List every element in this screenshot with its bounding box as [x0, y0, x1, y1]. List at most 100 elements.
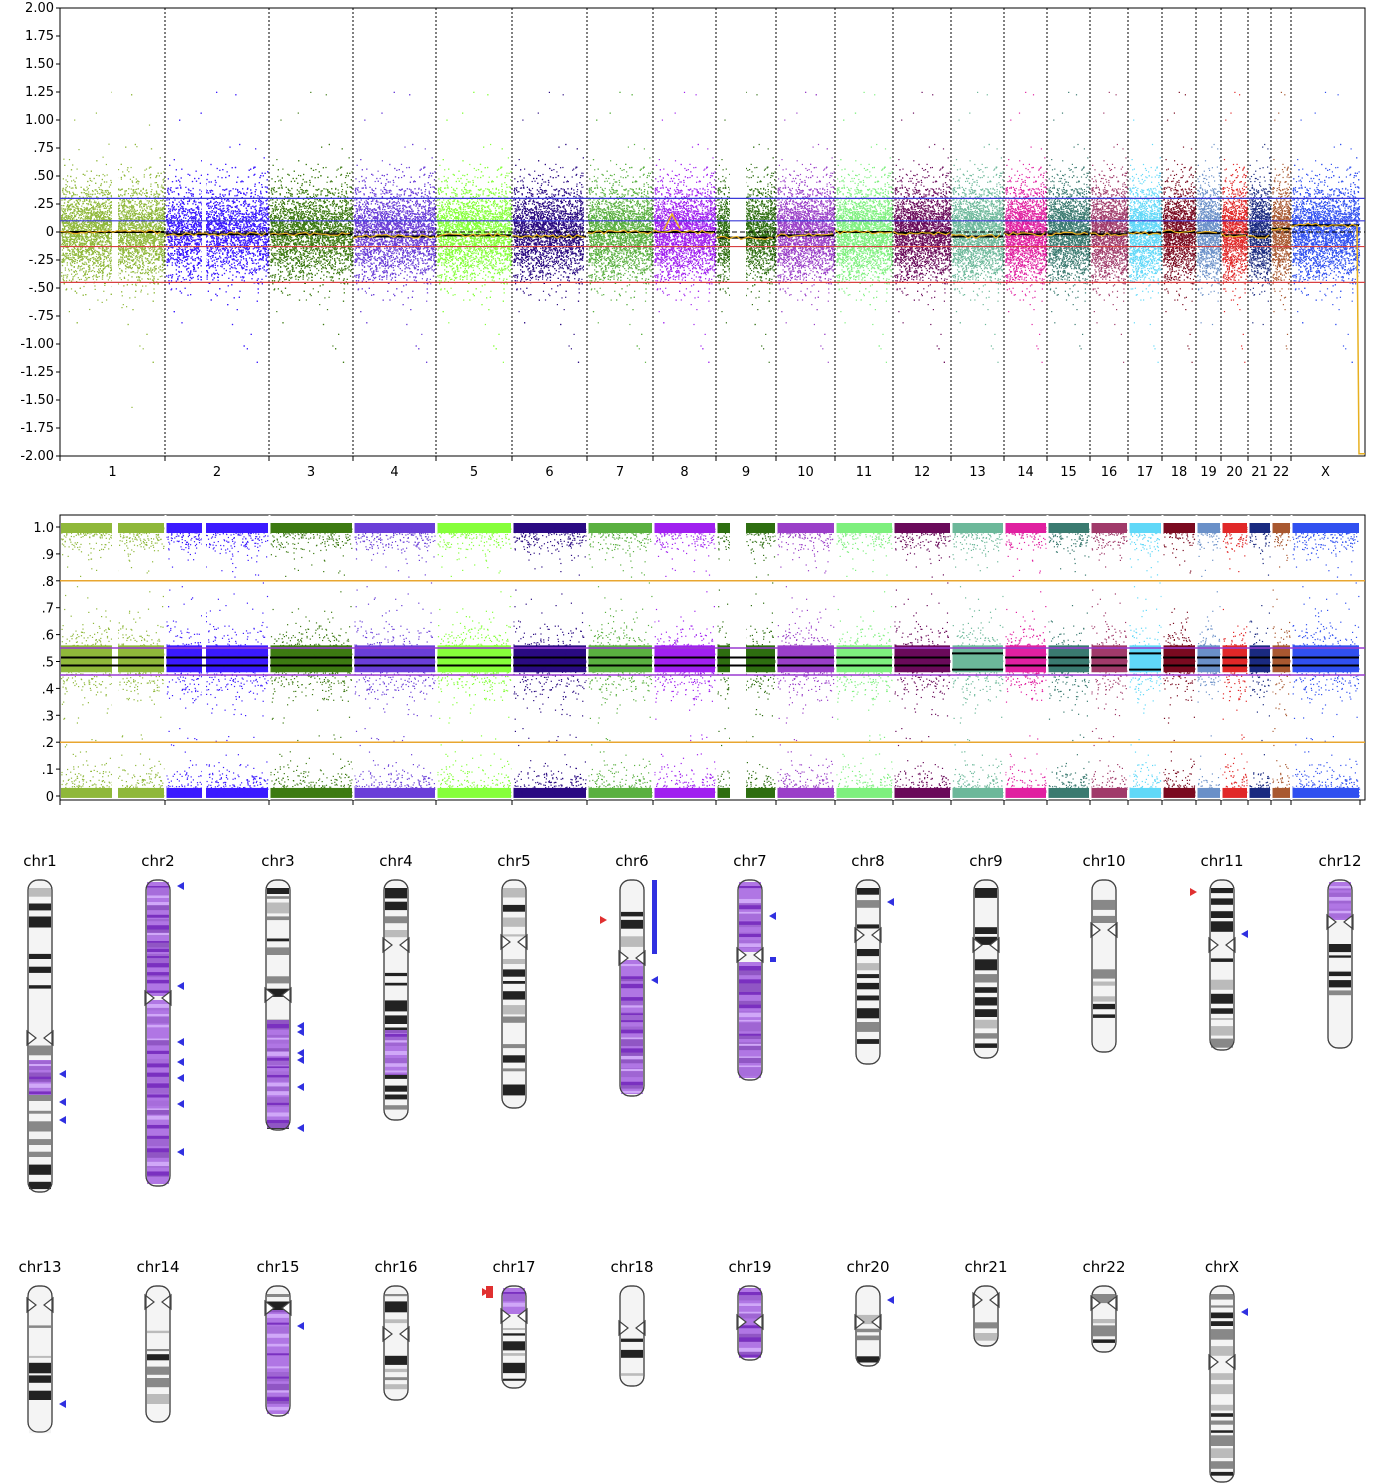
data-point: [77, 194, 78, 195]
data-point: [121, 279, 122, 280]
data-point: [136, 285, 137, 286]
data-point: [89, 196, 90, 197]
data-point: [121, 205, 122, 206]
data-point: [122, 213, 123, 214]
data-point: [109, 258, 110, 259]
data-point: [147, 200, 148, 201]
data-point: [61, 272, 62, 273]
data-point: [164, 203, 165, 204]
data-point: [163, 182, 164, 183]
data-point: [123, 216, 124, 217]
data-point: [98, 225, 99, 226]
data-point: [120, 262, 121, 263]
data-point: [95, 289, 96, 290]
data-point: [104, 219, 105, 220]
data-point: [128, 240, 129, 241]
data-point: [105, 194, 106, 195]
data-point: [150, 278, 151, 279]
data-point: [68, 237, 69, 238]
data-point: [67, 175, 68, 176]
data-point: [68, 269, 69, 270]
data-point: [71, 195, 72, 196]
data-point: [160, 218, 161, 219]
data-point: [138, 260, 139, 261]
data-point: [144, 209, 145, 210]
data-point: [121, 307, 122, 308]
data-point: [109, 210, 110, 211]
data-point: [72, 192, 73, 193]
data-point: [102, 302, 103, 303]
data-point: [79, 270, 80, 271]
data-point: [68, 200, 69, 201]
data-point: [129, 217, 130, 218]
data-point: [147, 294, 148, 295]
data-point: [161, 190, 162, 191]
data-point: [149, 125, 150, 126]
data-point: [131, 239, 132, 240]
data-point: [108, 192, 109, 193]
data-point: [131, 407, 132, 408]
data-point: [75, 261, 76, 262]
data-point: [147, 266, 148, 267]
data-point: [80, 269, 81, 270]
data-point: [143, 267, 144, 268]
data-point: [94, 271, 95, 272]
data-point: [122, 207, 123, 208]
data-point: [85, 221, 86, 222]
data-point: [158, 194, 159, 195]
data-point: [132, 267, 133, 268]
data-point: [90, 245, 91, 246]
data-point: [96, 274, 97, 275]
data-point: [130, 179, 131, 180]
data-point: [156, 182, 157, 183]
data-point: [137, 272, 138, 273]
data-point: [151, 249, 152, 250]
data-point: [89, 185, 90, 186]
data-point: [86, 171, 87, 172]
data-point: [85, 251, 86, 252]
data-point: [122, 195, 123, 196]
data-point: [89, 254, 90, 255]
data-point: [154, 267, 155, 268]
data-point: [65, 196, 66, 197]
data-point: [109, 186, 110, 187]
data-point: [136, 189, 137, 190]
data-point: [159, 252, 160, 253]
data-point: [160, 240, 161, 241]
data-point: [98, 237, 99, 238]
data-point: [63, 159, 64, 160]
data-point: [144, 193, 145, 194]
data-point: [142, 286, 143, 287]
data-point: [95, 206, 96, 207]
data-point: [136, 179, 137, 180]
data-point: [87, 189, 88, 190]
data-point: [89, 277, 90, 278]
data-point: [144, 174, 145, 175]
data-point: [127, 226, 128, 227]
data-point: [148, 203, 149, 204]
data-point: [157, 185, 158, 186]
data-point: [137, 270, 138, 271]
data-point: [135, 189, 136, 190]
data-point: [130, 213, 131, 214]
data-point: [126, 306, 127, 307]
data-point: [90, 208, 91, 209]
data-point: [128, 193, 129, 194]
data-point: [120, 259, 121, 260]
data-point: [150, 212, 151, 213]
data-point: [66, 179, 67, 180]
data-point: [92, 194, 93, 195]
data-point: [90, 236, 91, 237]
data-point: [69, 270, 70, 271]
data-point: [104, 285, 105, 286]
data-point: [92, 261, 93, 262]
data-point: [164, 178, 165, 179]
data-point: [158, 271, 159, 272]
data-point: [83, 286, 84, 287]
data-point: [108, 144, 109, 145]
data-point: [100, 205, 101, 206]
data-point: [133, 255, 134, 256]
data-point: [131, 272, 132, 273]
data-point: [67, 243, 68, 244]
data-point: [137, 194, 138, 195]
